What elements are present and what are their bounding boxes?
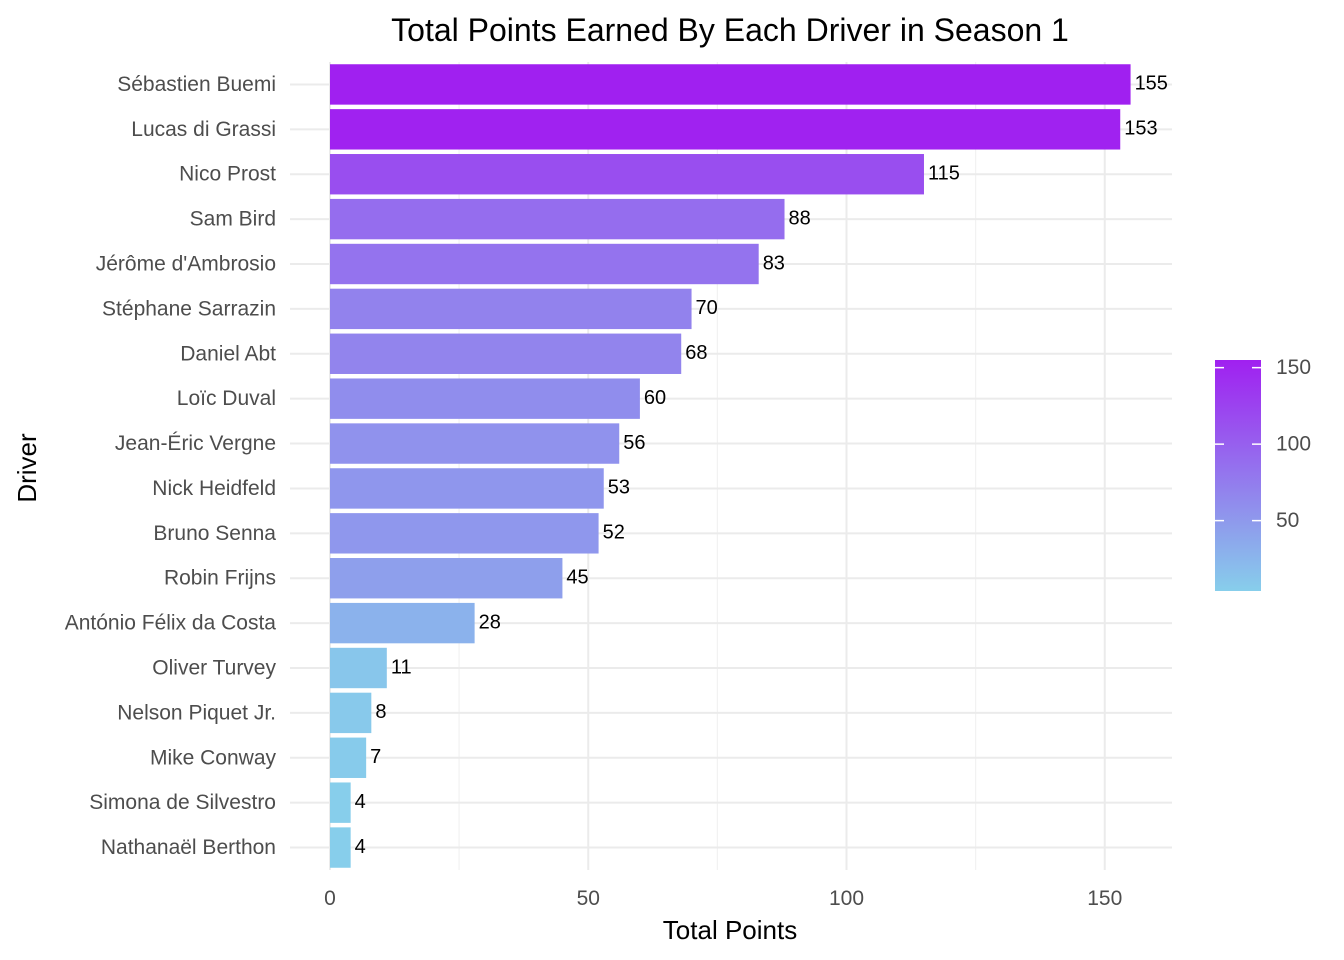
data-label: 60: [644, 387, 666, 409]
data-label: 115: [928, 163, 960, 185]
data-label: 45: [566, 567, 588, 589]
bar: [330, 154, 924, 195]
data-label: 155: [1135, 73, 1168, 95]
y-tick-label: Sam Bird: [190, 208, 276, 231]
x-tick-label: 50: [577, 887, 600, 910]
legend-ticks: 50 100 150: [1215, 356, 1311, 532]
y-tick-label: Mike Conway: [150, 746, 277, 769]
bar: [330, 692, 372, 734]
y-tick-label: Nelson Piquet Jr.: [117, 701, 276, 724]
legend-tick-label: 100: [1276, 433, 1311, 456]
y-tick-label: Robin Frijns: [164, 567, 276, 590]
data-label: 56: [623, 432, 645, 454]
y-tick-label: Jean-Éric Vergne: [115, 432, 276, 455]
data-label: 11: [391, 656, 412, 678]
x-tick-label: 150: [1087, 887, 1122, 910]
bar: [330, 602, 475, 644]
x-tick-label: 0: [324, 887, 336, 910]
y-tick-label: Nathanaël Berthon: [101, 836, 276, 859]
y-axis-title: Driver: [12, 433, 42, 503]
y-tick-label: Bruno Senna: [153, 522, 276, 545]
bar: [330, 782, 351, 823]
bars: [330, 64, 1131, 868]
x-axis-tick-labels: 0 50 100 150: [324, 887, 1122, 910]
y-axis-tick-labels: Sébastien Buemi Lucas di Grassi Nico Prost…: [65, 73, 277, 859]
data-labels: 155 153 115 88 83 70 68 60 56 53 52 45 28 11 8 7 4 4: [355, 73, 1168, 858]
y-tick-label: Stéphane Sarrazin: [102, 297, 276, 320]
legend-tick-label: 50: [1276, 509, 1299, 532]
legend-colorbar: [1215, 360, 1261, 591]
y-tick-label: Loïc Duval: [177, 387, 276, 410]
bar: [330, 198, 785, 240]
color-legend: 50 100 150: [1215, 356, 1311, 591]
y-tick-label: António Félix da Costa: [65, 612, 277, 635]
y-tick-label: Oliver Turvey: [152, 657, 276, 680]
bar: [330, 378, 640, 419]
bar: [330, 513, 599, 554]
data-label: 70: [696, 297, 718, 319]
bar: [330, 468, 604, 509]
legend-tick-label: 150: [1276, 356, 1311, 379]
bar: [330, 558, 563, 599]
x-tick-label: 100: [829, 887, 864, 910]
data-label: 88: [789, 207, 811, 229]
data-label: 52: [603, 522, 625, 544]
data-label: 83: [763, 252, 785, 274]
data-label: 4: [355, 836, 366, 858]
y-tick-label: Jérôme d'Ambrosio: [96, 253, 276, 276]
bar: [330, 737, 367, 778]
data-label: 68: [685, 342, 707, 364]
x-axis-title: Total Points: [663, 915, 797, 945]
bar: [330, 423, 620, 464]
y-tick-label: Simona de Silvestro: [89, 791, 276, 814]
data-label: 7: [370, 746, 381, 768]
data-label: 28: [479, 611, 501, 633]
y-tick-label: Daniel Abt: [180, 342, 276, 365]
bar: [330, 243, 759, 285]
data-label: 53: [608, 477, 630, 499]
chart-title: Total Points Earned By Each Driver in Se…: [391, 12, 1069, 48]
bar: [330, 827, 351, 868]
y-tick-label: Nick Heidfeld: [152, 477, 276, 500]
bar: [330, 647, 387, 689]
data-label: 4: [355, 791, 366, 813]
bar: [330, 109, 1121, 150]
bar: [330, 288, 692, 330]
y-tick-label: Nico Prost: [179, 163, 276, 186]
y-tick-label: Sébastien Buemi: [117, 73, 276, 96]
data-label: 8: [375, 701, 386, 723]
bar: [330, 333, 682, 374]
y-tick-label: Lucas di Grassi: [131, 118, 276, 141]
data-label: 153: [1124, 118, 1157, 140]
bar: [330, 64, 1131, 105]
